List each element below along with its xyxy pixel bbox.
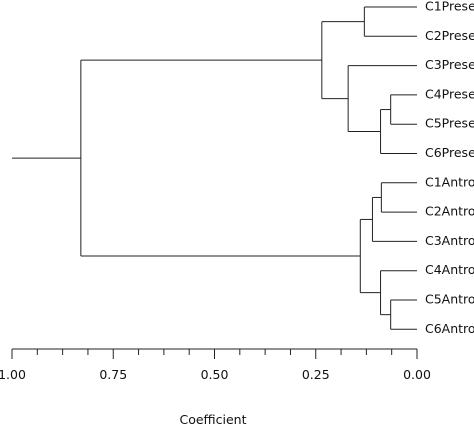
leaf-label-c1prese: C1Prese bbox=[425, 0, 474, 14]
x-axis: 1.00 0.75 0.50 0.25 0.00 bbox=[0, 348, 431, 382]
x-tick-label: 0.25 bbox=[302, 367, 330, 382]
leaf-labels: C1Prese C2Prese C3Prese C4Prese C5Prese C6Pre… bbox=[425, 0, 474, 336]
leaf-label-c6prese: C6Prese bbox=[425, 145, 474, 160]
dendrogram-branches bbox=[12, 6, 417, 330]
leaf-label-c4prese: C4Prese bbox=[425, 86, 474, 101]
leaf-label-c3antro: C3Antro bbox=[425, 233, 474, 248]
x-tick-label: 1.00 bbox=[0, 367, 26, 382]
leaf-label-c2prese: C2Prese bbox=[425, 28, 474, 43]
x-tick-label: 0.00 bbox=[403, 367, 431, 382]
leaf-label-c1antro: C1Antro bbox=[425, 174, 474, 189]
leaf-label-c6antro: C6Antro bbox=[425, 321, 474, 336]
leaf-label-c2antro: C2Antro bbox=[425, 204, 474, 219]
x-axis-title: Coefficient bbox=[179, 412, 246, 427]
leaf-label-c5antro: C5Antro bbox=[425, 292, 474, 307]
leaf-label-c4antro: C4Antro bbox=[425, 262, 474, 277]
x-tick-label: 0.50 bbox=[201, 367, 229, 382]
leaf-label-c5prese: C5Prese bbox=[425, 116, 474, 131]
leaf-label-c3prese: C3Prese bbox=[425, 57, 474, 72]
x-tick-label: 0.75 bbox=[99, 367, 127, 382]
